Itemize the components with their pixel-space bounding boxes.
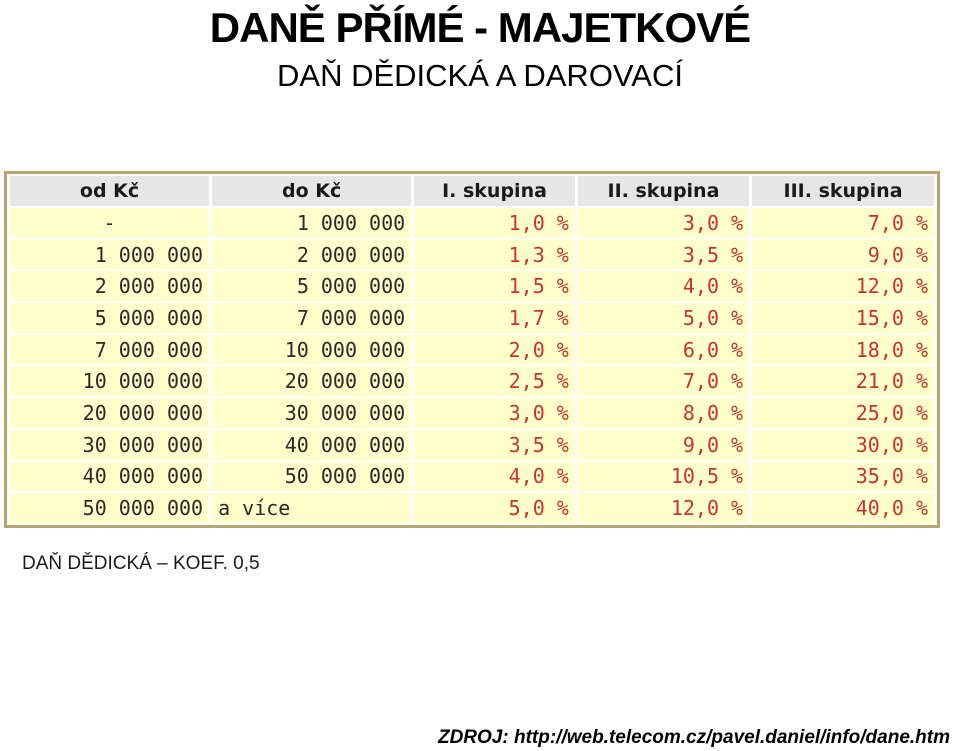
cell-group-2: 5,0 %	[577, 303, 750, 333]
cell-group-2: 6,0 %	[577, 334, 750, 365]
source-citation: ZDROJ: http://web.telecom.cz/pavel.danie…	[437, 727, 950, 748]
cell-group-2: 7,0 %	[577, 366, 750, 397]
cell-group-3: 40,0 %	[752, 493, 934, 523]
cell-to: 1 000 000	[212, 208, 412, 238]
cell-group-2: 8,0 %	[577, 398, 750, 428]
cell-group-3: 7,0 %	[752, 208, 934, 238]
cell-group-1: 4,0 %	[414, 461, 575, 492]
rates-table: od Kč do Kč I. skupina II. skupina III. …	[7, 174, 937, 525]
cell-group-1: 2,0 %	[414, 334, 575, 365]
table-row: 5 000 000 7 000 000 1,7 % 5,0 % 15,0 %	[10, 303, 934, 333]
cell-group-2: 9,0 %	[577, 429, 750, 460]
table-row: 7 000 000 10 000 000 2,0 % 6,0 % 18,0 %	[10, 334, 934, 365]
cell-from: -	[10, 208, 210, 238]
cell-group-3: 15,0 %	[752, 303, 934, 333]
table-header-row: od Kč do Kč I. skupina II. skupina III. …	[10, 176, 934, 206]
table-row: 40 000 000 50 000 000 4,0 % 10,5 % 35,0 %	[10, 461, 934, 492]
cell-from: 5 000 000	[10, 303, 210, 333]
rates-table-body: -1 000 000 1,0 % 3,0 % 7,0 % 1 000 000 2 000 …	[10, 208, 934, 523]
cell-group-2: 10,5 %	[577, 461, 750, 492]
header-to: do Kč	[212, 176, 412, 206]
cell-group-3: 21,0 %	[752, 366, 934, 397]
cell-group-3: 9,0 %	[752, 239, 934, 270]
table-row: 50 000 000 a více 5,0 % 12,0 % 40,0 %	[10, 493, 934, 523]
page-subtitle: DAŇ DĚDICKÁ A DAROVACÍ	[277, 58, 683, 93]
cell-group-2: 4,0 %	[577, 271, 750, 302]
cell-group-3: 12,0 %	[752, 271, 934, 302]
cell-group-1: 1,3 %	[414, 239, 575, 270]
cell-group-1: 3,0 %	[414, 398, 575, 428]
table-row: 30 000 000 40 000 000 3,5 % 9,0 % 30,0 %	[10, 429, 934, 460]
cell-from: 1 000 000	[10, 239, 210, 270]
table-row: -1 000 000 1,0 % 3,0 % 7,0 %	[10, 208, 934, 238]
rates-table-frame: od Kč do Kč I. skupina II. skupina III. …	[4, 171, 940, 528]
cell-group-2: 12,0 %	[577, 493, 750, 523]
cell-to: 5 000 000	[212, 271, 412, 302]
cell-group-1: 5,0 %	[414, 493, 575, 523]
header-group-1: I. skupina	[414, 176, 575, 206]
cell-to: 2 000 000	[212, 239, 412, 270]
cell-from: 30 000 000	[10, 429, 210, 460]
table-row: 1 000 000 2 000 000 1,3 % 3,5 % 9,0 %	[10, 239, 934, 270]
cell-group-3: 25,0 %	[752, 398, 934, 428]
cell-group-1: 3,5 %	[414, 429, 575, 460]
cell-from: 2 000 000	[10, 271, 210, 302]
cell-to: 20 000 000	[212, 366, 412, 397]
cell-group-3: 30,0 %	[752, 429, 934, 460]
cell-group-1: 1,7 %	[414, 303, 575, 333]
cell-group-3: 35,0 %	[752, 461, 934, 492]
cell-to: 10 000 000	[212, 334, 412, 365]
table-row: 2 000 000 5 000 000 1,5 % 4,0 % 12,0 %	[10, 271, 934, 302]
cell-to: 30 000 000	[212, 398, 412, 428]
cell-group-3: 18,0 %	[752, 334, 934, 365]
header-group-2: II. skupina	[577, 176, 750, 206]
cell-to: 7 000 000	[212, 303, 412, 333]
cell-from: 10 000 000	[10, 366, 210, 397]
cell-to: 40 000 000	[212, 429, 412, 460]
table-row: 20 000 000 30 000 000 3,0 % 8,0 % 25,0 %	[10, 398, 934, 428]
cell-to: a více	[212, 493, 412, 523]
cell-from: 50 000 000	[10, 493, 210, 523]
header-group-3: III. skupina	[752, 176, 934, 206]
cell-to: 50 000 000	[212, 461, 412, 492]
cell-from: 7 000 000	[10, 334, 210, 365]
cell-group-2: 3,0 %	[577, 208, 750, 238]
cell-from: 40 000 000	[10, 461, 210, 492]
cell-group-2: 3,5 %	[577, 239, 750, 270]
cell-from: 20 000 000	[10, 398, 210, 428]
inheritance-coefficient-note: DAŇ DĚDICKÁ – KOEF. 0,5	[22, 553, 260, 574]
cell-group-1: 1,0 %	[414, 208, 575, 238]
cell-group-1: 1,5 %	[414, 271, 575, 302]
cell-group-1: 2,5 %	[414, 366, 575, 397]
page-title: DANĚ PŘÍMÉ - MAJETKOVÉ	[209, 4, 751, 51]
header-from: od Kč	[10, 176, 210, 206]
table-row: 10 000 000 20 000 000 2,5 % 7,0 % 21,0 %	[10, 366, 934, 397]
